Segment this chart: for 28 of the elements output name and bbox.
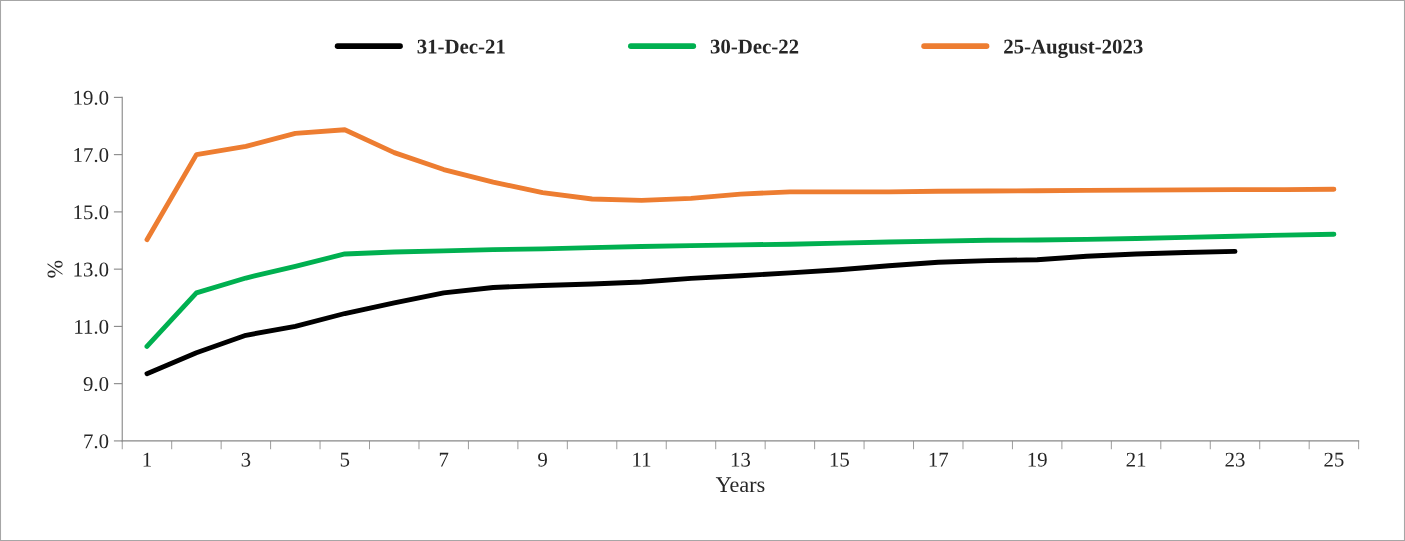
y-tick-label: 19.0	[74, 90, 109, 105]
y-tick-label: 7.0	[84, 434, 109, 449]
y-tick-label: 15.0	[74, 205, 109, 220]
y-axis-title: %	[47, 260, 63, 278]
y-tick-label: 11.0	[75, 319, 109, 334]
x-tick-label: 1	[143, 452, 151, 467]
line-series	[144, 127, 1337, 243]
x-axis-title: Years	[715, 477, 765, 493]
y-tick-label: 17.0	[74, 148, 109, 163]
legend-label: 31-Dec-21	[417, 39, 505, 54]
y-tick-label: 9.0	[83, 377, 109, 392]
x-tick-label: 25	[1324, 452, 1344, 467]
line-series	[144, 248, 1238, 377]
x-tick-label: 7	[439, 452, 449, 467]
x-tick-label: 15	[830, 452, 849, 467]
y-tick-label: 13.0	[74, 262, 109, 277]
x-tick-label: 17	[929, 452, 949, 467]
x-tick-label: 3	[241, 452, 251, 467]
x-tick-label: 23	[1225, 452, 1245, 467]
x-tick-label: 5	[340, 452, 350, 467]
x-tick-label: 11	[633, 452, 651, 467]
line-series	[144, 231, 1337, 349]
legend-label: 30-Dec-22	[710, 39, 799, 54]
x-tick-label: 9	[538, 452, 547, 467]
x-tick-label: 21	[1126, 452, 1146, 467]
x-tick-label: 19	[1028, 452, 1047, 467]
x-tick-label: 13	[731, 452, 751, 467]
legend-label: 25-August-2023	[1004, 39, 1143, 59]
